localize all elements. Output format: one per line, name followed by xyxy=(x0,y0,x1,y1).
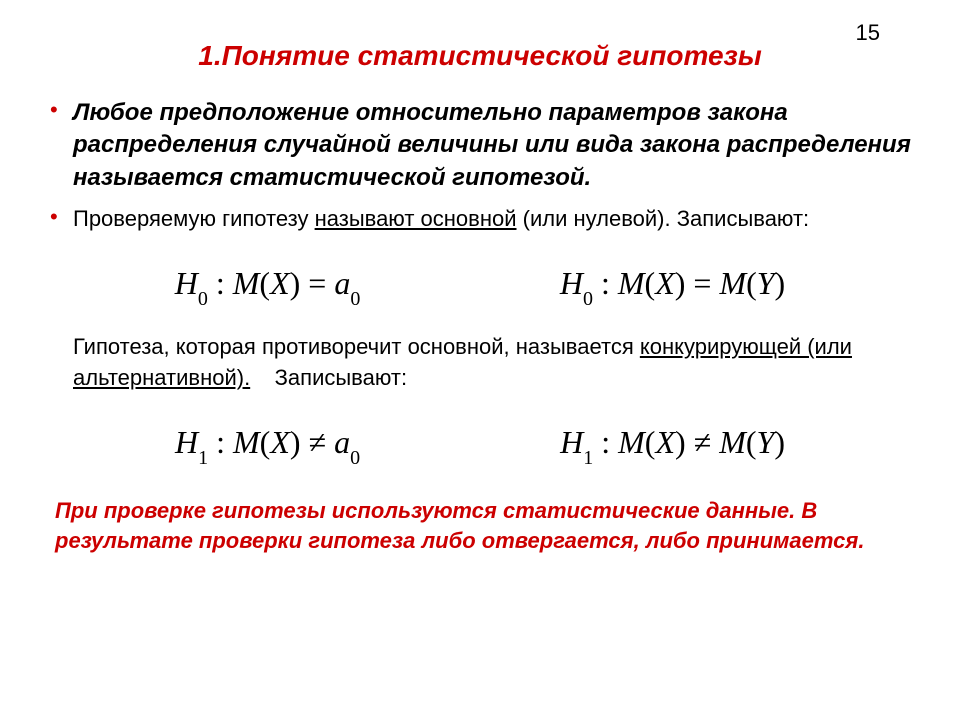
f-h1my-H: H xyxy=(560,424,583,460)
f-h0my-M2: M xyxy=(719,265,746,301)
f-h1my-Hsub: 1 xyxy=(583,447,593,469)
f-h0my-rp: ) xyxy=(675,265,686,301)
definition-text: Любое предположение относительно парамет… xyxy=(73,99,911,191)
f-h1a-colon: : xyxy=(208,424,233,460)
bullet-definition: Любое предположение относительно парамет… xyxy=(45,97,915,194)
f-h1a-lp: ( xyxy=(260,424,271,460)
f-h1a-M: M xyxy=(233,424,260,460)
closing-note: При проверке гипотезы используются стати… xyxy=(45,496,915,555)
f-h0my-colon: : xyxy=(593,265,618,301)
f-h0my-X: X xyxy=(655,265,675,301)
page-number: 15 xyxy=(856,20,880,46)
f-h1a-ne: ≠ xyxy=(301,424,335,460)
f-h0a-M: M xyxy=(233,265,260,301)
alt-hyp-pre: Гипотеза, которая противоречит основной,… xyxy=(73,334,640,359)
f-h0my-M: M xyxy=(618,265,645,301)
alt-hyp-para: Гипотеза, которая противоречит основной,… xyxy=(45,332,915,394)
content-area: Любое предположение относительно парамет… xyxy=(30,97,930,556)
f-h1a-Hsub: 1 xyxy=(198,447,208,469)
f-h1a-rp: ) xyxy=(290,424,301,460)
f-h0a-colon: : xyxy=(208,265,233,301)
f-h0my-rp2: ) xyxy=(775,265,786,301)
f-h1my-rp2: ) xyxy=(774,424,785,460)
f-h1my-lp: ( xyxy=(645,424,656,460)
formula-h1-a: H1 : M(X) ≠ a0 xyxy=(175,424,360,466)
formula-row-h0: H0 : M(X) = a0 H0 : M(X) = M(Y) xyxy=(45,265,915,307)
f-h1my-ne: ≠ xyxy=(686,424,720,460)
null-hyp-post: (или нулевой). Записывают: xyxy=(517,206,810,231)
f-h1my-X: X xyxy=(655,424,675,460)
f-h1a-X: X xyxy=(270,424,290,460)
f-h0my-Y: Y xyxy=(757,265,775,301)
f-h0a-rp: ) xyxy=(290,265,301,301)
f-h1a-asub: 0 xyxy=(350,447,360,469)
f-h0a-H: H xyxy=(175,265,198,301)
f-h0a-a: a xyxy=(334,265,350,301)
f-h0my-Hsub: 0 xyxy=(583,288,593,310)
bullet-null-hyp: Проверяемую гипотезу называют основной (… xyxy=(45,204,915,235)
f-h1my-rp: ) xyxy=(675,424,686,460)
f-h0a-asub: 0 xyxy=(350,288,360,310)
f-h0a-X: X xyxy=(270,265,290,301)
f-h1my-M: M xyxy=(618,424,645,460)
f-h1a-a: a xyxy=(334,424,350,460)
f-h1my-colon: : xyxy=(593,424,618,460)
null-hyp-pre: Проверяемую гипотезу xyxy=(73,206,315,231)
f-h0my-lp: ( xyxy=(645,265,656,301)
formula-row-h1: H1 : M(X) ≠ a0 H1 : M(X) ≠ M(Y) xyxy=(45,424,915,466)
f-h0a-lp: ( xyxy=(259,265,270,301)
f-h1my-M2: M xyxy=(719,424,746,460)
bullet-list: Любое предположение относительно парамет… xyxy=(45,97,915,235)
formula-h0-my: H0 : M(X) = M(Y) xyxy=(560,265,785,307)
f-h0my-eq: = xyxy=(685,265,719,301)
f-h1my-Y: Y xyxy=(757,424,775,460)
f-h0my-lp2: ( xyxy=(746,265,757,301)
f-h1a-H: H xyxy=(175,424,198,460)
alt-hyp-post: Записывают: xyxy=(250,365,407,390)
f-h1my-lp2: ( xyxy=(746,424,757,460)
formula-h0-a: H0 : M(X) = a0 xyxy=(175,265,361,307)
f-h0a-eq: = xyxy=(300,265,334,301)
formula-h1-my: H1 : M(X) ≠ M(Y) xyxy=(560,424,785,466)
slide-title: 1.Понятие статистической гипотезы xyxy=(30,40,930,72)
null-hyp-text: Проверяемую гипотезу называют основной (… xyxy=(73,206,809,231)
f-h0my-H: H xyxy=(560,265,583,301)
f-h0a-Hsub: 0 xyxy=(198,288,208,310)
null-hyp-under: называют основной xyxy=(315,206,517,231)
